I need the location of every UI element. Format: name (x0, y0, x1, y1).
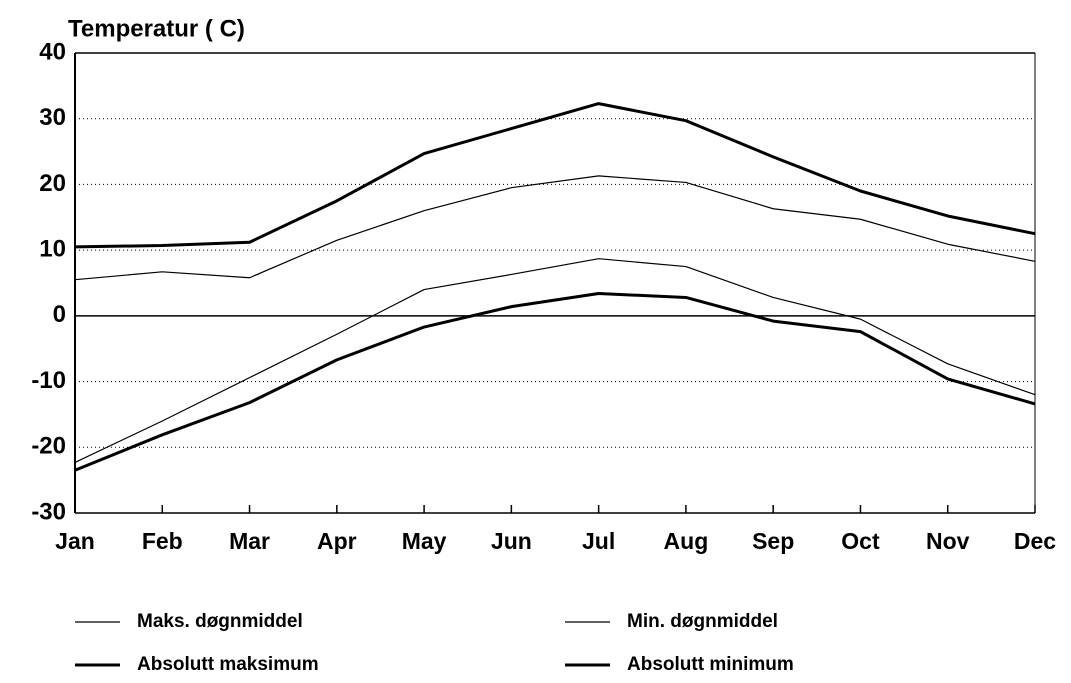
y-tick-label: 10 (39, 235, 66, 262)
y-tick-label: -20 (31, 433, 66, 460)
legend-label: Min. døgnmiddel (627, 611, 778, 632)
y-tick-label: 20 (39, 170, 66, 197)
x-tick-label: Mar (229, 528, 270, 554)
legend-label: Absolutt maksimum (137, 654, 319, 675)
x-tick-label: Apr (317, 528, 357, 554)
x-tick-label: Dec (1014, 528, 1056, 554)
x-tick-label: Sep (752, 528, 794, 554)
x-tick-label: Aug (664, 528, 709, 554)
y-tick-label: 40 (39, 38, 66, 65)
x-tick-label: May (402, 528, 447, 554)
series-line (74, 258, 1036, 463)
x-tick-label: Feb (142, 528, 183, 554)
y-tick-label: 30 (39, 104, 66, 131)
y-tick-label: -30 (31, 498, 66, 525)
legend-label: Absolutt minimum (627, 654, 794, 675)
series-line (74, 175, 1036, 281)
legend-label: Maks. døgnmiddel (137, 611, 303, 632)
x-tick-label: Oct (841, 528, 880, 554)
x-tick-label: Nov (926, 528, 970, 554)
y-tick-label: 0 (53, 301, 66, 328)
series-line (74, 102, 1036, 249)
series-line (74, 292, 1036, 472)
x-tick-label: Jun (491, 528, 532, 554)
y-tick-label: -10 (31, 367, 66, 394)
y-axis-title: Temperatur ( C) (68, 15, 245, 42)
x-tick-label: Jan (55, 528, 95, 554)
x-tick-label: Jul (582, 528, 615, 554)
